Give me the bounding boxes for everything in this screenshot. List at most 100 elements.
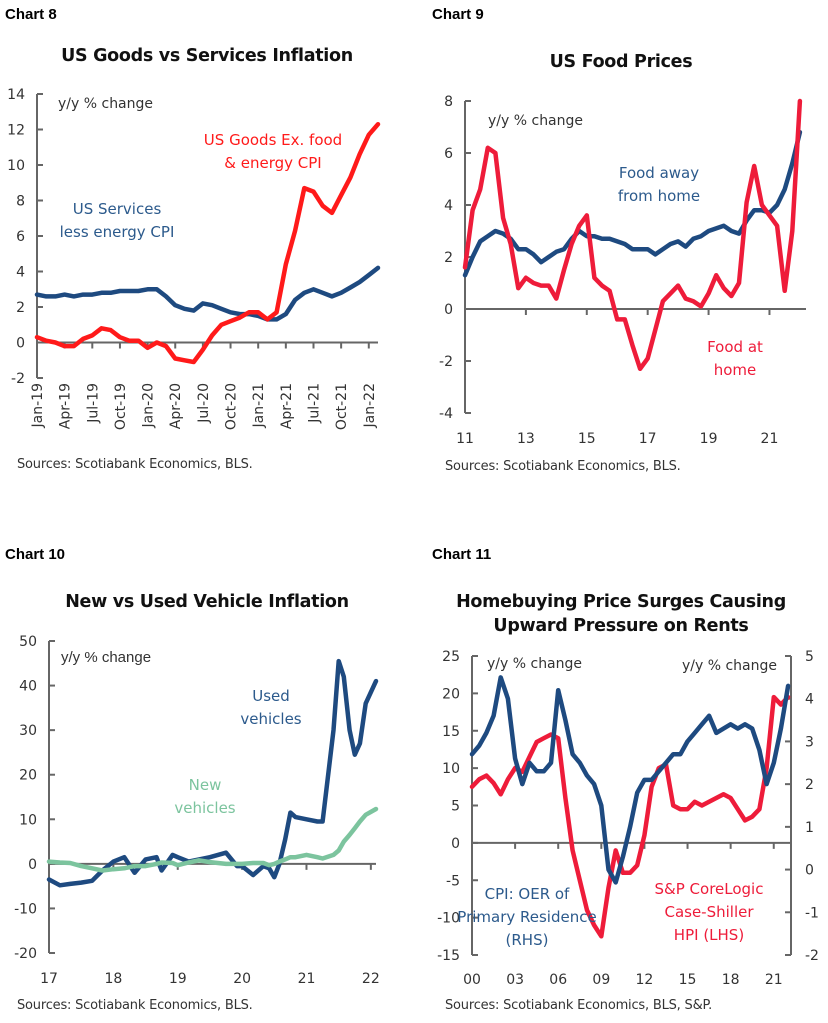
y-tick-label: 5	[451, 799, 460, 815]
x-tick-label: 17	[40, 971, 58, 987]
series-label: & energy CPI	[224, 154, 321, 172]
series-line-s-p-corelogic-case-shiller-hpi-lhs-	[469, 694, 791, 939]
x-tick-label: 12	[636, 972, 654, 988]
right-y-axis-unit-label: y/y % change	[682, 658, 777, 674]
series-label: New	[189, 776, 222, 794]
y-tick-label: -5	[446, 873, 460, 889]
chart-title: New vs Used Vehicle Inflation	[65, 592, 349, 612]
right-y-tick-label: 3	[805, 734, 814, 750]
chart-label: Chart 11	[432, 546, 492, 563]
x-tick-label: Jul-19	[85, 383, 101, 424]
series-label: Case-Shiller	[664, 903, 754, 921]
series-label: Food away	[619, 164, 699, 182]
series-label: US Services	[73, 200, 162, 218]
y-tick-label: 10	[19, 812, 37, 828]
source-note: Sources: Scotiabank Economics, BLS.	[17, 457, 253, 472]
y-tick-label: -4	[439, 406, 453, 422]
chart-9-panel: Chart 9 US Food Prices 8 6 4 2 0 -2 -4 11 13 15 17…	[414, 0, 828, 500]
x-tick-label: Jan-19	[30, 383, 46, 428]
y-tick-label: 0	[444, 302, 453, 318]
x-tick-label: 20	[233, 971, 251, 987]
x-tick-label: Oct-19	[113, 383, 129, 430]
chart-label: Chart 8	[5, 6, 57, 23]
y-tick-label: -20	[14, 946, 37, 962]
chart-title: US Food Prices	[549, 52, 693, 72]
y-tick-label: 14	[7, 87, 25, 103]
y-tick-label: 0	[28, 857, 37, 873]
x-tick-label: 21	[761, 431, 779, 447]
x-tick-label: Oct-20	[224, 383, 240, 430]
y-tick-label: 40	[19, 679, 37, 695]
y-tick-label: 20	[442, 686, 460, 702]
right-y-tick-label: -2	[805, 948, 819, 964]
x-tick-label: 19	[700, 431, 718, 447]
x-tick-label: 15	[679, 972, 697, 988]
right-y-tick-label: 0	[805, 863, 814, 879]
y-axis-unit-label: y/y % change	[487, 656, 582, 672]
series-label: HPI (LHS)	[674, 926, 744, 944]
y-tick-label: -2	[11, 371, 25, 387]
y-tick-label: -10	[14, 901, 37, 917]
series-line-cpi-oer-of-primary-residence-rhs-	[469, 675, 791, 885]
x-tick-label: 15	[578, 431, 596, 447]
chart-label: Chart 10	[5, 546, 66, 563]
chart-9-plot: 8 6 4 2 0 -2 -411 13 15 17 19 21 y/y % change Food aw…	[439, 94, 806, 447]
x-tick-label: 00	[463, 972, 481, 988]
y-tick-label: 6	[444, 146, 453, 162]
right-y-tick-label: 5	[805, 649, 814, 665]
x-tick-label: 18	[104, 971, 122, 987]
series-label: CPI: OER of	[485, 885, 570, 903]
x-tick-label: 09	[592, 972, 610, 988]
right-y-tick-label: -1	[805, 905, 819, 921]
x-tick-label: 21	[765, 972, 783, 988]
y-tick-label: 0	[451, 836, 460, 852]
chart-label: Chart 9	[432, 6, 484, 23]
y-axis-unit-label: y/y % change	[58, 96, 153, 112]
chart-title-line-1: Homebuying Price Surges Causing	[456, 592, 786, 612]
right-y-tick-label: 4	[805, 692, 814, 708]
x-tick-label: Jan-20	[141, 383, 157, 428]
x-tick-label: Apr-21	[279, 383, 295, 429]
source-note: Sources: Scotiabank Economics, BLS, S&P.	[445, 998, 713, 1013]
x-tick-label: Jan-22	[362, 383, 378, 428]
series-label: from home	[618, 187, 700, 205]
y-tick-label: -10	[437, 911, 460, 927]
x-tick-label: 18	[722, 972, 740, 988]
series-label: vehicles	[174, 799, 235, 817]
y-tick-label: 0	[16, 336, 25, 352]
series-line-used-vehicles	[46, 658, 379, 888]
y-tick-label: 12	[7, 123, 25, 139]
y-tick-label: 2	[444, 250, 453, 266]
right-y-tick-label: 1	[805, 820, 814, 836]
x-tick-label: Jul-21	[306, 383, 322, 424]
y-axis-unit-label: y/y % change	[488, 113, 583, 129]
y-tick-label: 8	[444, 94, 453, 110]
chart-8-panel: Chart 8 US Goods vs Services Inflation 1…	[0, 0, 414, 500]
chart-11-panel: Chart 11 Homebuying Price Surges Causing…	[414, 540, 828, 1023]
y-tick-label: -2	[439, 354, 453, 370]
chart-8-plot: 14 12 10 8 6 4 2 0 -2 Jan-19 Apr-19 Jul-19 Oct-19 Jan…	[7, 87, 381, 430]
series-label: home	[714, 361, 757, 379]
x-tick-label: 13	[517, 431, 535, 447]
x-tick-label: Apr-19	[58, 383, 74, 429]
x-tick-label: 03	[506, 972, 524, 988]
y-tick-label: 30	[19, 723, 37, 739]
x-tick-label: 11	[456, 431, 474, 447]
y-tick-label: 8	[16, 194, 25, 210]
x-tick-label: 19	[169, 971, 187, 987]
series-label: Food at	[707, 338, 763, 356]
x-tick-label: 06	[549, 972, 567, 988]
x-tick-label: Apr-20	[168, 383, 184, 429]
source-note: Sources: Scotiabank Economics, BLS.	[17, 998, 253, 1013]
x-tick-label: 21	[298, 971, 316, 987]
y-tick-label: 50	[19, 634, 37, 650]
series-label: (RHS)	[506, 931, 549, 949]
y-tick-label: -15	[437, 948, 460, 964]
source-note: Sources: Scotiabank Economics, BLS.	[445, 459, 681, 474]
y-tick-label: 20	[19, 768, 37, 784]
x-tick-label: Jan-21	[251, 383, 267, 428]
y-tick-label: 10	[442, 761, 460, 777]
series-label: US Goods Ex. food	[204, 131, 342, 149]
